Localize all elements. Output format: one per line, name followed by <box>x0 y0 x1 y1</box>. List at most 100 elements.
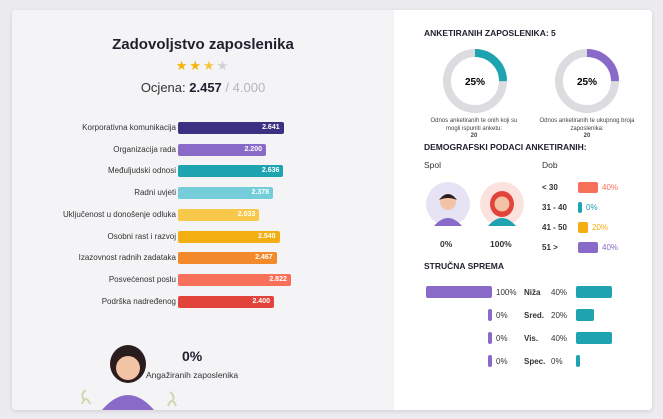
education-right-percentage: 0% <box>551 357 563 366</box>
category-bar-row: Korporativna komunikacija 2.641 <box>12 122 394 136</box>
category-bar-row: Posvećenost poslu 2.822 <box>12 273 394 288</box>
age-percentage: 0% <box>586 203 598 212</box>
category-value: 2.378 <box>251 189 270 197</box>
education-level-text: Sred. <box>524 311 545 320</box>
category-bar: 2.636 <box>178 165 284 178</box>
education-bar-left <box>488 309 492 321</box>
donut-count: 20 <box>470 133 478 139</box>
education-left-percentage: 0% <box>496 357 508 366</box>
donut-caption: Odnos anketiranih te onih koji su mogli … <box>424 118 524 141</box>
age-bar <box>578 242 598 253</box>
category-value: 2.822 <box>269 275 287 283</box>
category-label: Podrška nadređenog <box>101 296 176 306</box>
category-bar-row: Radni uvjeti 2.378 <box>12 187 394 201</box>
education-left-percentage: 100% <box>496 288 517 297</box>
category-bar: 2.200 <box>178 143 266 156</box>
category-bar: 2.641 <box>178 122 284 134</box>
age-title: Dob <box>542 160 558 170</box>
age-label: 41 - 50 <box>542 223 567 232</box>
category-label: Osobni rast i razvoj <box>107 231 176 241</box>
category-bar: 2.467 <box>178 252 277 265</box>
category-label: Korporativna komunikacija <box>82 123 176 132</box>
dashboard-card: Zadovoljstvo zaposlenika ★★★★ Ocjena: 2.… <box>12 10 652 410</box>
category-bar: 2.822 <box>178 273 291 286</box>
gender-title: Spol <box>424 160 442 170</box>
education-level-label: Sred. <box>524 311 544 320</box>
category-value: 2.636 <box>261 167 280 175</box>
education-bar-left <box>488 355 492 367</box>
star-half-icon: ★ <box>203 58 217 73</box>
employee-illustration <box>81 345 177 410</box>
category-bar: 2.540 <box>178 230 280 243</box>
education-left-percentage: 0% <box>496 334 508 343</box>
category-bar-row: Podrška nadređenog 2.400 <box>12 295 394 310</box>
category-value: 2.200 <box>244 145 262 153</box>
education-right-percentage: 40% <box>551 288 568 297</box>
education-level-text: Vis. <box>524 334 539 343</box>
education-level-text: Spec. <box>524 357 546 366</box>
rating-stars: ★★★★ <box>12 58 394 74</box>
engagement-section: 0% Angažiranih zaposlenika <box>12 344 394 410</box>
age-percentage: 40% <box>602 183 619 192</box>
education-bar-right <box>576 355 580 367</box>
page-title: Zadovoljstvo zaposlenika <box>112 36 294 53</box>
education-level-label: Niža <box>524 288 540 297</box>
category-bar-row: Međuljudski odnosi 2.636 <box>12 165 394 179</box>
category-label: Posvećenost poslu <box>108 274 176 284</box>
score: Ocjena: 2.457 / 4.000 <box>12 80 394 95</box>
education-right-percentage: 40% <box>551 334 568 343</box>
category-value: 2.540 <box>258 232 276 240</box>
age-label: < 30 <box>542 183 558 192</box>
age-percentage: 20% <box>592 223 609 232</box>
category-value: 2.641 <box>262 124 280 131</box>
category-bar: 2.033 <box>178 208 260 221</box>
star-full-icon: ★ <box>189 58 203 73</box>
donut-count: 20 <box>583 133 591 139</box>
age-bar <box>578 222 588 233</box>
female-avatar-icon <box>480 182 524 226</box>
donut-employee-ratio: 25% <box>555 49 619 113</box>
donut-caption: Odnos anketiranih te ukupnog broja zapos… <box>536 118 638 141</box>
star-full-icon: ★ <box>175 58 190 73</box>
education-level-label: Vis. <box>524 334 538 343</box>
education-bar-left <box>488 332 492 344</box>
education-bar-right <box>576 286 612 298</box>
education-title: STRUČNA SPREMA <box>424 261 504 271</box>
category-label: Izazovnost radnih zadataka <box>78 253 176 263</box>
donut-response-rate: 25% <box>443 49 507 113</box>
male-percentage: 0% <box>440 239 453 249</box>
category-label: Međuljudski odnosi <box>107 166 176 176</box>
category-bar-row: Uključenost u donošenje odluka 2.033 <box>12 208 394 223</box>
age-label: 31 - 40 <box>542 203 567 212</box>
engaged-percentage: 0% <box>182 348 203 364</box>
age-bar <box>578 182 598 193</box>
score-value: 2.457 <box>189 80 222 95</box>
demographics-title: DEMOGRAFSKI PODACI ANKETIRANIH: <box>424 142 587 152</box>
star-empty-icon: ★ <box>216 58 231 73</box>
education-right-percentage: 20% <box>551 311 568 320</box>
education-bar-right <box>576 332 612 344</box>
surveyed-title: ANKETIRANIH ZAPOSLENIKA: 5 <box>424 28 556 38</box>
donut-label: 25% <box>577 77 597 88</box>
education-level-text: Niža <box>524 288 541 297</box>
male-avatar-icon <box>426 182 470 226</box>
category-label: Radni uvjeti <box>134 188 176 198</box>
category-bar: 2.400 <box>178 295 274 308</box>
score-max: / 4.000 <box>225 80 266 95</box>
satisfaction-panel: Zadovoljstvo zaposlenika ★★★★ Ocjena: 2.… <box>12 10 394 410</box>
category-bar: 2.378 <box>178 187 274 200</box>
survey-panel: ANKETIRANIH ZAPOSLENIKA: 5 25% Odnos ank… <box>394 10 652 410</box>
education-level-label: Spec. <box>524 357 545 366</box>
category-label: Uključenost u donošenje odluka <box>63 209 176 219</box>
donut-label: 25% <box>465 77 485 88</box>
category-label: Organizacija rada <box>113 144 176 154</box>
age-bar <box>578 202 582 213</box>
score-label: Ocjena: <box>140 80 186 95</box>
category-bar-row: Osobni rast i razvoj 2.540 <box>12 230 394 245</box>
category-value: 2.033 <box>237 210 256 218</box>
female-percentage: 100% <box>490 239 512 249</box>
education-left-percentage: 0% <box>496 311 508 320</box>
category-value: 2.400 <box>252 297 270 305</box>
age-percentage: 40% <box>602 243 619 252</box>
engaged-label: Angažiranih zaposlenika <box>146 370 239 380</box>
